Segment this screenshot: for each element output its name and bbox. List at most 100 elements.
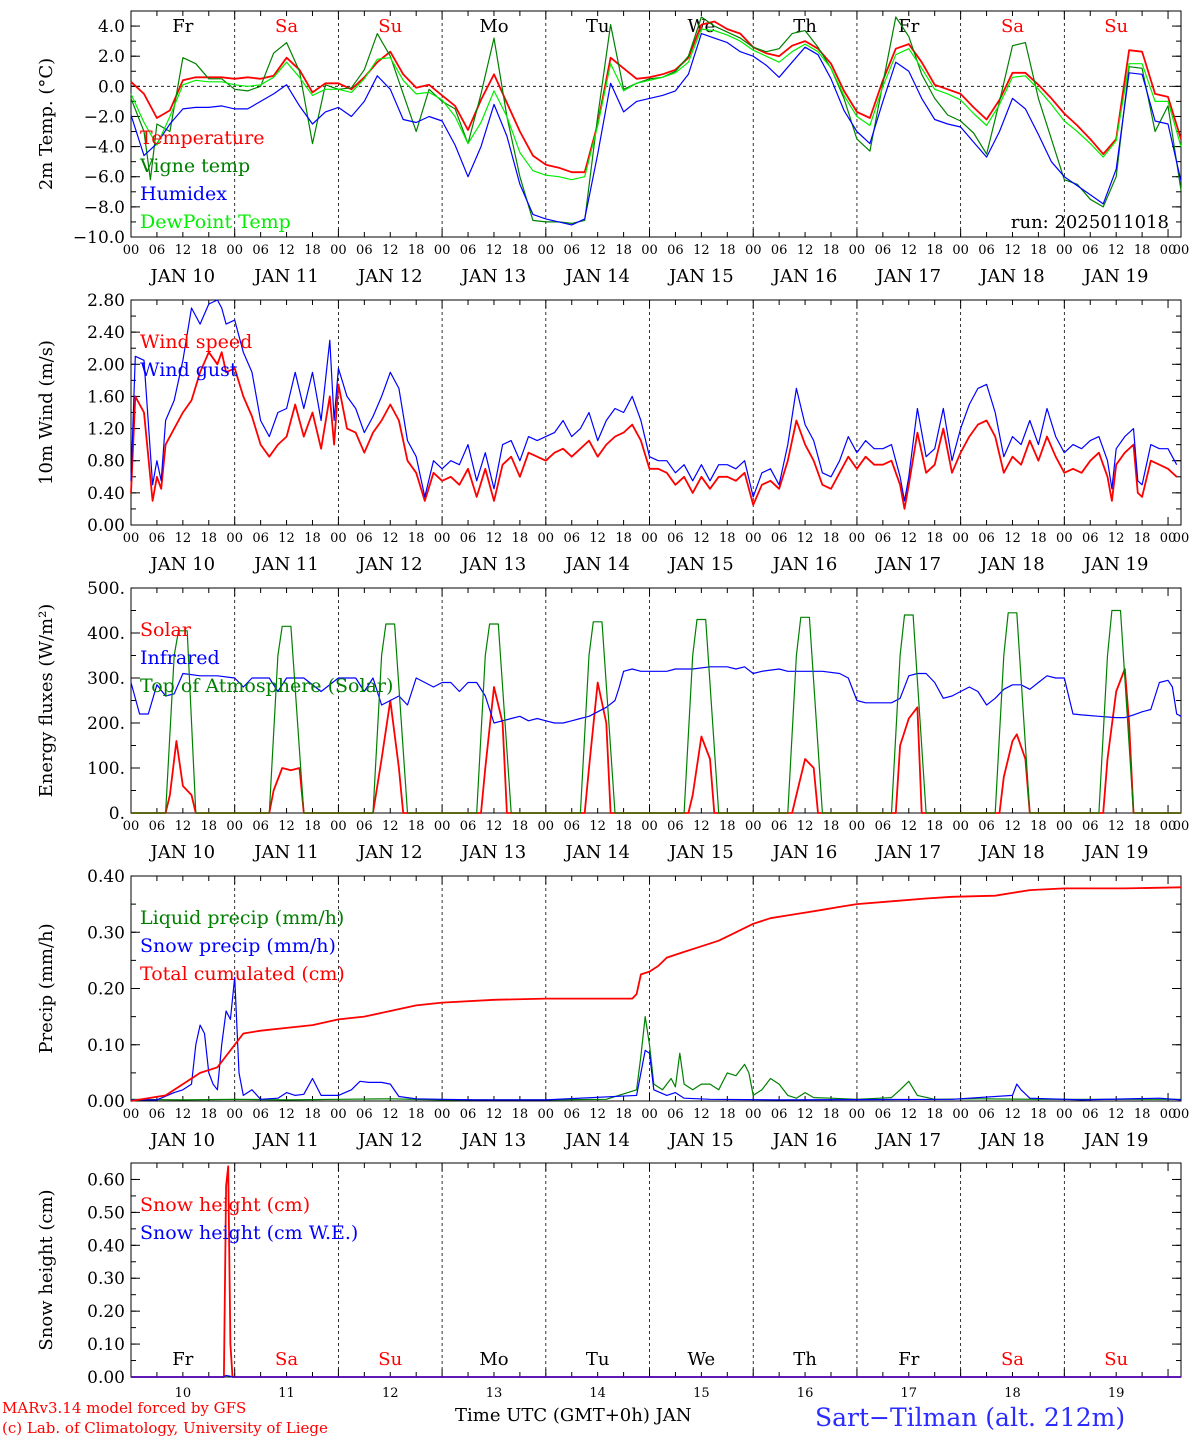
hour-tick-label: 12 <box>278 531 295 546</box>
date-label: JAN 11 <box>252 554 319 575</box>
weekday-label: Sa <box>275 1349 298 1370</box>
date-label: JAN 19 <box>1082 266 1149 287</box>
y-axis-label: 2m Temp. (°C) <box>36 58 57 190</box>
hour-tick-label: 18 <box>719 1107 736 1122</box>
hour-tick-label: 00 <box>226 819 243 834</box>
hour-tick-label: 00 <box>538 1107 555 1122</box>
series-line-total-cumulated-cm- <box>130 886 1182 1102</box>
hour-tick-label: 12 <box>382 1107 399 1122</box>
y-tick-label: 4.0 <box>98 17 125 37</box>
date-label: JAN 18 <box>978 554 1045 575</box>
y-tick-label: 1.20 <box>87 420 125 440</box>
date-label: JAN 13 <box>460 554 527 575</box>
hour-tick-label: 06 <box>875 531 892 546</box>
weekday-label: Su <box>1104 1349 1128 1370</box>
day-number-label: 16 <box>797 1386 814 1401</box>
hour-tick-label: 18 <box>1030 1107 1047 1122</box>
hour-tick-label: 12 <box>1108 819 1125 834</box>
series-line-snow-precip-mm-h- <box>131 976 1182 1101</box>
date-label: JAN 10 <box>149 1130 216 1151</box>
y-tick-label: 2.00 <box>87 355 125 375</box>
hour-tick-label: 12 <box>589 243 606 258</box>
y-tick-label: 0.40 <box>87 484 125 504</box>
hour-tick-label: 00 <box>1160 819 1177 834</box>
y-tick-label: 0.40 <box>87 867 125 887</box>
hour-tick-label: 18 <box>304 243 321 258</box>
hour-tick-label: 06 <box>978 819 995 834</box>
hour-tick-label: 12 <box>1108 531 1125 546</box>
hour-tick-label: 12 <box>486 531 503 546</box>
hour-tick-label: 12 <box>278 1107 295 1122</box>
date-label: JAN 17 <box>874 554 941 575</box>
hour-tick-label: 06 <box>667 243 684 258</box>
date-label: JAN 12 <box>356 266 423 287</box>
model-credit: MARv3.14 model forced by GFS <box>2 1399 247 1417</box>
hour-tick-label: 06 <box>563 1107 580 1122</box>
hour-tick-label: 12 <box>1108 1107 1125 1122</box>
series-line-wind-gust <box>130 299 1178 502</box>
hour-tick-label: 12 <box>693 819 710 834</box>
y-tick-label: 2.0 <box>98 47 125 67</box>
hour-tick-label: 00 <box>641 819 658 834</box>
hour-tick-label: 06 <box>356 1107 373 1122</box>
hour-tick-label: 18 <box>512 819 529 834</box>
hour-tick-label: 12 <box>901 243 918 258</box>
hour-tick-label: 12 <box>901 531 918 546</box>
y-tick-label: 0.10 <box>87 1335 125 1355</box>
hour-tick-label: 00 <box>123 1107 140 1122</box>
weekday-label: Sa <box>1001 16 1024 37</box>
hour-tick-label: 06 <box>875 819 892 834</box>
hour-tick-label: 18 <box>201 819 218 834</box>
hour-tick-label: 06 <box>460 1107 477 1122</box>
hour-tick-label: 18 <box>926 243 943 258</box>
y-tick-label: −10.0 <box>73 228 125 248</box>
hour-tick-label: 06 <box>149 1107 166 1122</box>
date-label: JAN 16 <box>771 1130 838 1151</box>
hour-tick-label: 06 <box>563 531 580 546</box>
hour-tick-label: 18 <box>512 1107 529 1122</box>
series-line-humidex <box>130 32 1182 226</box>
hour-tick-label: 00 <box>1173 819 1190 834</box>
hour-tick-label: 06 <box>978 1107 995 1122</box>
hour-tick-label: 18 <box>408 819 425 834</box>
date-label: JAN 15 <box>667 266 734 287</box>
date-label: JAN 17 <box>874 1130 941 1151</box>
day-number-label: 10 <box>175 1386 192 1401</box>
hour-tick-label: 06 <box>356 243 373 258</box>
date-label: JAN 19 <box>1082 554 1149 575</box>
hour-tick-label: 00 <box>1173 531 1190 546</box>
hour-tick-label: 06 <box>149 531 166 546</box>
date-label: JAN 14 <box>563 842 630 863</box>
legend-entry: Temperature <box>140 127 264 149</box>
date-label: JAN 19 <box>1082 1130 1149 1151</box>
hour-tick-label: 12 <box>797 1107 814 1122</box>
legend-entry: Humidex <box>140 183 227 205</box>
legend-entry: Top of Atmosphere (Solar) <box>140 675 393 697</box>
y-axis-label: Snow height (cm) <box>36 1189 57 1350</box>
hour-tick-label: 00 <box>745 243 762 258</box>
legend-entry: Liquid precip (mm/h) <box>140 907 344 929</box>
day-number-label: 14 <box>589 1386 606 1401</box>
hour-tick-label: 18 <box>304 1107 321 1122</box>
hour-tick-label: 18 <box>408 243 425 258</box>
date-label: JAN 16 <box>771 266 838 287</box>
day-number-label: 18 <box>1004 1386 1021 1401</box>
hour-tick-label: 00 <box>1056 819 1073 834</box>
y-tick-label: 0.0 <box>98 77 125 97</box>
hour-tick-label: 06 <box>563 243 580 258</box>
weekday-label: Sa <box>1001 1349 1024 1370</box>
hour-tick-label: 00 <box>330 243 347 258</box>
date-label: JAN 10 <box>149 554 216 575</box>
hour-tick-label: 06 <box>771 243 788 258</box>
hour-tick-label: 00 <box>849 531 866 546</box>
y-axis-label: Precip (mm/h) <box>36 923 57 1053</box>
time-axis-label: Time UTC (GMT+0h) JAN <box>455 1405 692 1426</box>
weekday-label: Th <box>793 1349 817 1370</box>
date-label: JAN 11 <box>252 842 319 863</box>
y-axis-label: Energy fluxes (W/m²) <box>36 604 57 798</box>
y-tick-label: 0.80 <box>87 452 125 472</box>
hour-tick-label: 18 <box>408 1107 425 1122</box>
hour-tick-label: 12 <box>1004 1107 1021 1122</box>
hour-tick-label: 06 <box>1082 243 1099 258</box>
y-tick-label: 0.30 <box>87 1269 125 1289</box>
